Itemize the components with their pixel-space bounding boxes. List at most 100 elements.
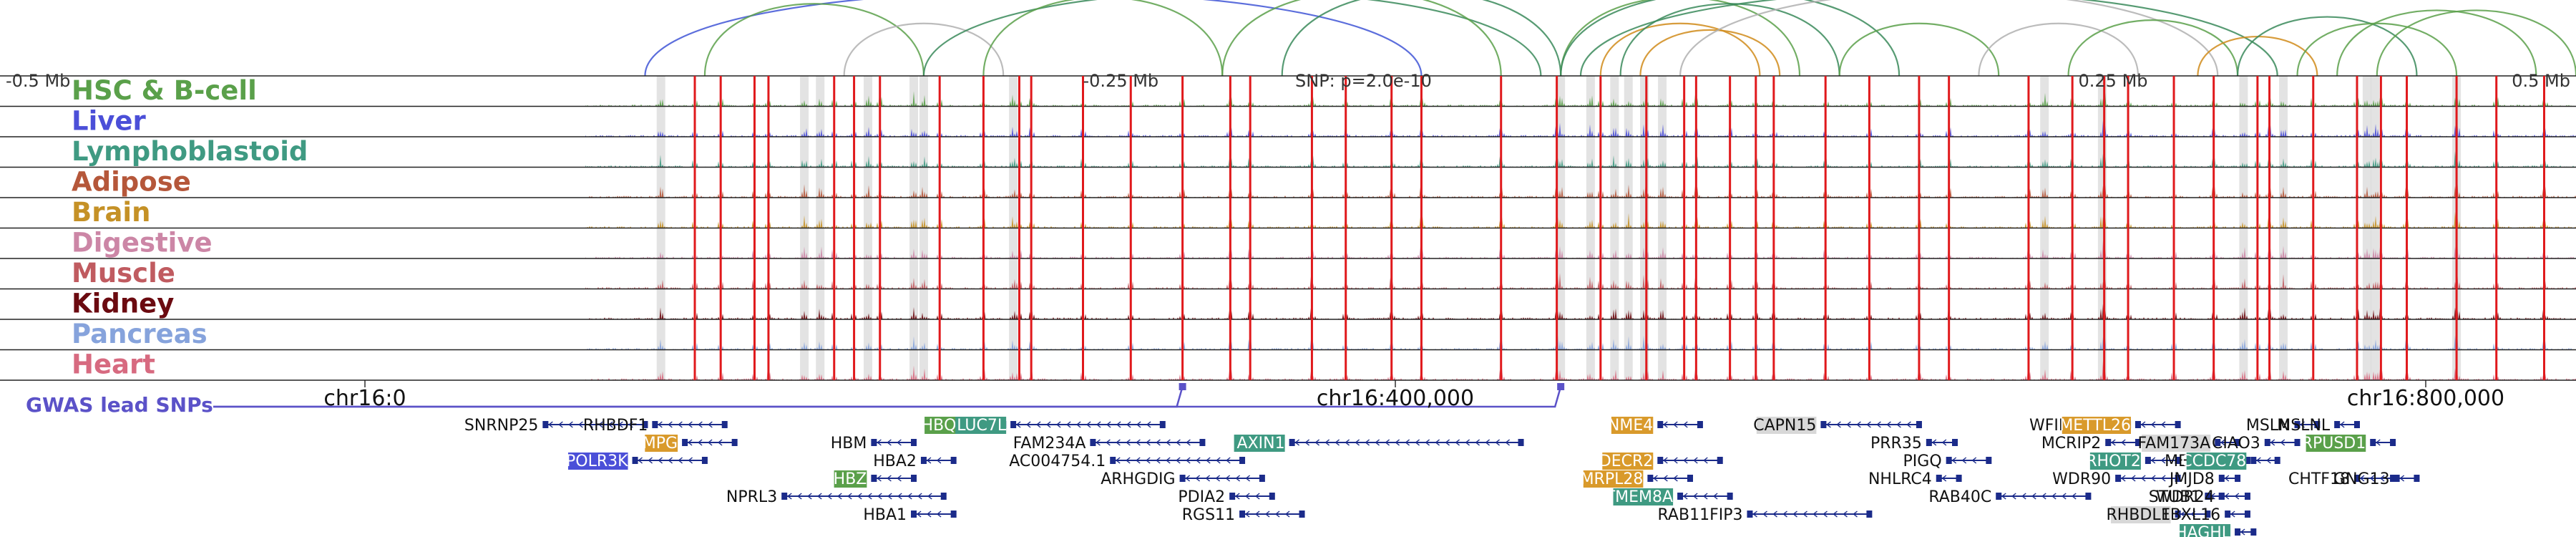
strand-arrow: [1702, 493, 1708, 500]
strand-arrow: [2234, 493, 2240, 500]
exon: [1518, 439, 1524, 446]
strand-arrow: [1961, 457, 1967, 464]
strand-arrow: [678, 457, 683, 464]
strand-arrow: [827, 493, 832, 500]
exon: [1199, 439, 1206, 446]
strand-arrow: [1146, 421, 1151, 428]
strand-arrow: [1136, 439, 1141, 446]
strand-arrow: [2240, 528, 2245, 536]
strand-arrow: [658, 421, 663, 428]
exon: [652, 421, 658, 428]
gwas-snp-marker: [1179, 383, 1186, 390]
exon: [2390, 475, 2396, 482]
gene-label: RHBDL1: [2106, 506, 2170, 524]
exon: [2175, 457, 2181, 464]
strand-arrow: [698, 421, 703, 428]
strand-arrow: [2031, 493, 2036, 500]
loop-arc: [1599, 22, 1761, 77]
strand-arrow: [1245, 493, 1250, 500]
strand-arrow: [1254, 511, 1260, 518]
strand-arrow: [1931, 439, 1937, 446]
strand-arrow: [1866, 421, 1871, 428]
strand-arrow: [688, 457, 693, 464]
gene-highlight: [1602, 453, 1654, 470]
loop-arc: [1221, 0, 1502, 77]
strand-arrow: [2140, 421, 2146, 428]
exon: [2218, 493, 2225, 500]
exon: [2135, 421, 2141, 428]
gene-highlight: [567, 453, 628, 470]
strand-arrow: [927, 493, 932, 500]
strand-arrow: [1846, 421, 1851, 428]
exon: [1697, 421, 1703, 428]
strand-arrow: [2220, 439, 2225, 446]
strand-arrow: [2266, 457, 2271, 464]
strand-arrow: [877, 439, 882, 446]
exon: [920, 457, 927, 464]
gene-label: ARHGDIG: [1101, 470, 1175, 488]
strand-arrow: [707, 439, 713, 446]
exon: [2145, 457, 2151, 464]
strand-arrow: [1324, 439, 1330, 446]
strand-arrow: [1971, 457, 1977, 464]
strand-arrow: [797, 493, 802, 500]
strand-arrow: [2011, 493, 2016, 500]
exon: [1866, 511, 1873, 518]
strand-arrow: [558, 421, 563, 428]
strand-arrow: [717, 439, 723, 446]
exon: [1916, 421, 1922, 428]
gene-highlight: [2142, 435, 2211, 452]
strand-arrow: [1195, 475, 1201, 482]
exon: [2314, 421, 2321, 428]
strand-arrow: [1205, 475, 1211, 482]
gene-label: PDIA2: [1178, 488, 1225, 506]
exon: [542, 421, 549, 428]
strand-arrow: [1106, 421, 1111, 428]
track-label: Muscle: [72, 258, 175, 289]
track-signal: [585, 269, 2576, 289]
strand-arrow: [618, 421, 623, 428]
track-signal: [585, 240, 2576, 258]
strand-arrow: [2190, 511, 2196, 518]
strand-arrow: [1385, 439, 1390, 446]
track-signal: [585, 150, 2576, 168]
strand-arrow: [608, 421, 613, 428]
strand-arrow: [638, 457, 643, 464]
strand-arrow: [2041, 493, 2046, 500]
strand-arrow: [1703, 457, 1708, 464]
exon: [1946, 457, 1952, 464]
strand-arrow: [1663, 457, 1668, 464]
strand-arrow: [936, 457, 942, 464]
strand-arrow: [2224, 475, 2230, 482]
exon: [1179, 475, 1186, 482]
gene-label: FBXL16: [2161, 506, 2220, 524]
strand-arrow: [2300, 421, 2305, 428]
strand-arrow: [1335, 439, 1340, 446]
exon: [2334, 421, 2341, 428]
gene-label: HBA2: [873, 453, 917, 470]
gene-highlight: [2180, 524, 2231, 537]
exon: [2250, 528, 2257, 536]
strand-arrow: [1395, 439, 1400, 446]
strand-arrow: [1106, 439, 1111, 446]
strand-arrow: [1186, 457, 1191, 464]
exon: [911, 511, 917, 518]
exon: [1727, 493, 1733, 500]
track-label: Digestive: [72, 228, 213, 258]
strand-arrow: [887, 439, 892, 446]
strand-arrow: [1264, 511, 1270, 518]
strand-arrow: [847, 493, 852, 500]
strand-arrow: [1086, 421, 1091, 428]
loop-arc: [2236, 16, 2418, 77]
strand-arrow: [1712, 493, 1718, 500]
strand-arrow: [1216, 457, 1221, 464]
exon: [950, 457, 957, 464]
strand-arrow: [1365, 439, 1370, 446]
strand-arrow: [688, 421, 693, 428]
strand-arrow: [1653, 475, 1658, 482]
exon: [701, 457, 708, 464]
strand-arrow: [1682, 493, 1688, 500]
strand-arrow: [1886, 421, 1891, 428]
